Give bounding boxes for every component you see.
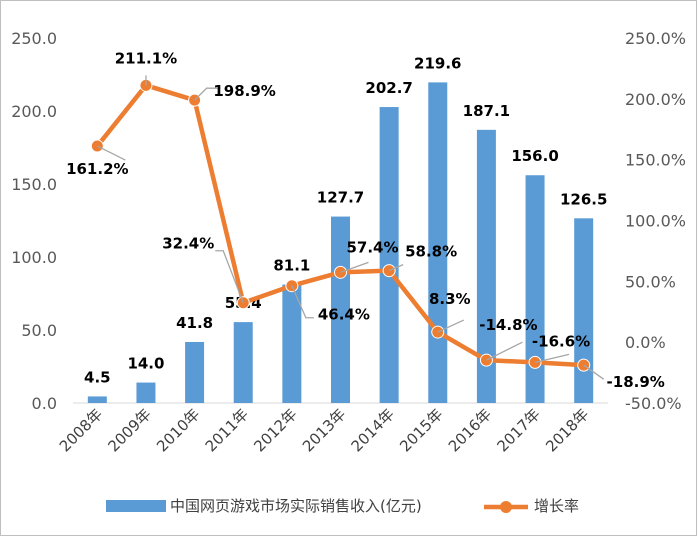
left-axis-tick-label: 100.0 xyxy=(11,248,57,267)
bar xyxy=(525,175,545,403)
line-data-label: 57.4% xyxy=(346,238,398,256)
bar-data-label: 126.5 xyxy=(560,190,607,208)
x-axis-tick-label: 2017年 xyxy=(494,405,544,455)
legend-swatch-bar xyxy=(106,500,166,512)
line-label-leader xyxy=(291,285,314,319)
bar-data-label: 81.1 xyxy=(273,257,310,275)
line-data-label: -18.9% xyxy=(607,373,665,391)
bar-data-label: 187.1 xyxy=(463,102,510,120)
line-label-leader xyxy=(215,250,244,303)
bar xyxy=(136,382,156,403)
line-data-label: 8.3% xyxy=(429,290,471,308)
line-label-leader xyxy=(583,364,605,380)
x-axis-tick-label: 2014年 xyxy=(348,405,398,455)
left-axis-tick-label: 0.0 xyxy=(32,394,57,413)
x-axis-tick-label: 2009年 xyxy=(104,405,154,455)
right-axis-tick-label: -50.0% xyxy=(625,394,682,413)
x-axis-tick-label: 2018年 xyxy=(542,405,592,455)
bar xyxy=(476,129,496,404)
left-axis-tick-label: 250.0 xyxy=(11,29,57,48)
x-axis-tick-label: 2016年 xyxy=(445,405,495,455)
bar-data-label: 41.8 xyxy=(176,314,213,332)
line-label-leader xyxy=(388,264,404,272)
line-data-label: 211.1% xyxy=(115,49,177,67)
x-axis-tick-label: 2013年 xyxy=(299,405,349,455)
bar xyxy=(379,107,399,404)
left-axis-tick-label: 150.0 xyxy=(11,175,57,194)
legend-label-line: 增长率 xyxy=(534,497,579,515)
bar xyxy=(331,216,350,403)
bar-data-label: 127.7 xyxy=(317,189,364,207)
line-data-label: 161.2% xyxy=(66,160,128,178)
line-label-leader xyxy=(340,261,369,273)
right-axis-tick-label: 0.0% xyxy=(625,333,666,352)
right-axis-tick-label: 50.0% xyxy=(625,272,676,291)
line-label-leader xyxy=(194,87,219,101)
bar-data-label: 4.5 xyxy=(84,368,111,386)
bar-data-label: 14.0 xyxy=(127,355,164,373)
bar xyxy=(233,322,253,403)
legend-label-bar: 中国网页游戏市场实际销售收入(亿元) xyxy=(170,497,422,515)
line-data-label: 58.8% xyxy=(405,243,457,261)
bar xyxy=(185,341,205,403)
right-axis-tick-label: 250.0% xyxy=(625,29,686,48)
line-data-label: 32.4% xyxy=(162,235,214,253)
line-data-label: 198.9% xyxy=(213,82,275,100)
line-label-leader xyxy=(534,353,570,363)
bar-data-label: 156.0 xyxy=(511,147,558,165)
bar-data-label: 219.6 xyxy=(414,54,461,72)
line-data-label: -14.8% xyxy=(479,316,537,334)
left-axis-tick-label: 200.0 xyxy=(11,102,57,121)
bar xyxy=(87,396,107,403)
legend-swatch-marker xyxy=(500,501,512,513)
x-axis-tick-label: 2012年 xyxy=(250,405,300,455)
line-data-label: -16.6% xyxy=(532,332,590,350)
x-axis-tick-label: 2011年 xyxy=(202,405,252,455)
line-data-label: 46.4% xyxy=(318,306,370,324)
line-label-leader xyxy=(437,319,465,333)
right-axis-tick-label: 100.0% xyxy=(625,212,686,231)
x-axis-tick-label: 2015年 xyxy=(396,405,446,455)
bar xyxy=(574,218,594,403)
x-axis-tick-label: 2010年 xyxy=(153,405,203,455)
line-label-leader xyxy=(97,145,126,161)
bar-data-label: 202.7 xyxy=(365,79,412,97)
right-axis-tick-label: 200.0% xyxy=(625,90,686,109)
line-label-leader xyxy=(486,341,523,361)
x-axis-tick-label: 2008年 xyxy=(56,405,106,455)
right-axis-tick-label: 150.0% xyxy=(625,151,686,170)
left-axis-tick-label: 50.0 xyxy=(21,321,57,340)
bar xyxy=(282,284,302,403)
